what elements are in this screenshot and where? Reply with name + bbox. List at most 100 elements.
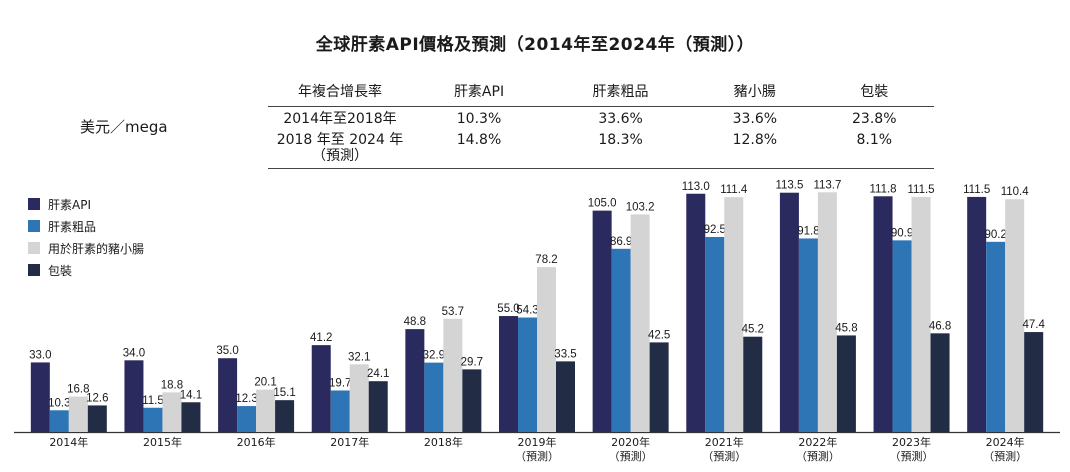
- data-label: 34.0: [123, 347, 145, 359]
- bar: [368, 381, 388, 432]
- cagr-cell: 8.1%: [814, 131, 934, 169]
- data-label: 113.5: [775, 180, 803, 192]
- bar: [630, 214, 650, 432]
- bar: [143, 407, 163, 432]
- bar: [873, 196, 893, 432]
- legend-label: 包裝: [48, 263, 73, 278]
- cagr-cell: 33.6%: [732, 111, 778, 127]
- bar: [930, 333, 950, 432]
- bar: [537, 267, 556, 432]
- data-label: 54.3: [516, 305, 538, 317]
- bar: [686, 193, 706, 432]
- data-label: 35.0: [216, 345, 238, 357]
- data-label: 55.0: [497, 303, 519, 315]
- bar: [349, 364, 369, 432]
- data-label: 32.9: [423, 350, 445, 362]
- bar: [218, 358, 238, 432]
- bar: [162, 392, 182, 432]
- data-label: 12.6: [86, 392, 108, 404]
- x-tick-label: 2019年: [518, 435, 557, 449]
- bar: [986, 241, 1006, 432]
- chart-title: 全球肝素API價格及預測（2014年至2024年（預測））: [315, 35, 755, 55]
- cagr-row: 2014年至2018年 10.3% 33.6% 33.6% 23.8%: [268, 107, 934, 132]
- data-label: 42.5: [648, 329, 670, 341]
- x-tick-label: 2022年: [798, 435, 837, 449]
- cagr-cell: 33.6%: [598, 111, 643, 127]
- x-tick-label: （預測）: [515, 449, 559, 463]
- unit-label: 美元／mega: [80, 118, 168, 136]
- data-label: 14.1: [180, 389, 202, 401]
- x-tick-label: （預測）: [796, 449, 840, 463]
- bar: [424, 362, 444, 432]
- data-label: 111.5: [963, 184, 990, 196]
- legend-item-intestine: 用於肝素的豬小腸: [28, 237, 144, 259]
- bar: [330, 390, 350, 432]
- data-label: 45.8: [835, 322, 857, 334]
- cagr-cell: 12.8%: [695, 131, 815, 169]
- bar: [892, 240, 912, 432]
- bar: [49, 410, 69, 432]
- cagr-header-crude: 肝素粗品: [546, 76, 696, 107]
- data-label: 90.2: [984, 229, 1006, 241]
- cagr-cell: 10.3%: [456, 111, 502, 127]
- data-label: 15.1: [273, 387, 295, 399]
- bar: [518, 317, 537, 432]
- data-label: 46.8: [929, 320, 951, 332]
- bar: [743, 336, 763, 432]
- bar: [779, 192, 799, 432]
- data-label: 19.7: [329, 377, 351, 389]
- x-tick-label: （預測）: [702, 449, 746, 463]
- x-tick-label: 2017年: [330, 435, 369, 449]
- data-label: 32.1: [348, 351, 370, 363]
- data-label: 105.0: [588, 198, 617, 210]
- data-label: 86.9: [610, 236, 632, 248]
- legend-swatch: [28, 198, 40, 210]
- bar: [181, 402, 201, 432]
- bar: [30, 362, 50, 432]
- data-label: 111.5: [908, 184, 935, 196]
- data-label: 48.8: [404, 316, 426, 328]
- x-tick-label: 2018年: [424, 435, 463, 449]
- bar: [256, 389, 276, 432]
- bar: [836, 335, 856, 432]
- data-label: 12.3: [235, 393, 257, 405]
- legend-swatch: [28, 264, 40, 276]
- x-tick-label: 2014年: [49, 435, 88, 449]
- bar: [462, 369, 482, 432]
- x-tick-label: 2021年: [705, 435, 744, 449]
- legend-label: 肝素粗品: [48, 219, 97, 234]
- data-label: 41.2: [310, 332, 332, 344]
- x-tick-label: （預測）: [609, 449, 653, 463]
- data-label: 103.2: [626, 201, 655, 213]
- data-label: 111.4: [720, 184, 748, 196]
- x-tick-label: 2016年: [237, 435, 276, 449]
- bar: [405, 329, 425, 432]
- cagr-cell: 23.8%: [852, 111, 897, 127]
- cagr-header-row: 年複合增長率 肝素API 肝素粗品 豬小腸 包裝: [268, 76, 934, 107]
- legend-swatch: [28, 220, 40, 232]
- data-label: 33.0: [29, 349, 51, 361]
- data-label: 91.8: [797, 225, 819, 237]
- data-label: 33.5: [554, 348, 576, 360]
- data-label: 10.3: [48, 397, 70, 409]
- legend-label: 肝素API: [48, 197, 91, 212]
- bar: [967, 196, 987, 432]
- x-tick-label: （預測）: [983, 449, 1027, 463]
- cagr-header-intestine: 豬小腸: [695, 76, 815, 107]
- x-tick-label: 2015年: [143, 435, 182, 449]
- cagr-cell: 18.3%: [546, 131, 696, 169]
- bar: [592, 210, 612, 432]
- legend-item-api: 肝素API: [28, 193, 144, 215]
- x-tick-label: 2020年: [611, 435, 650, 449]
- bar: [311, 345, 331, 432]
- bar: [68, 396, 88, 432]
- data-label: 53.7: [442, 306, 464, 318]
- data-label: 47.4: [1022, 319, 1045, 331]
- data-label: 78.2: [535, 254, 557, 266]
- bar: [817, 192, 837, 432]
- bar: [649, 342, 669, 432]
- bar: [556, 361, 575, 432]
- data-label: 29.7: [461, 356, 483, 368]
- data-label: 45.2: [742, 324, 764, 336]
